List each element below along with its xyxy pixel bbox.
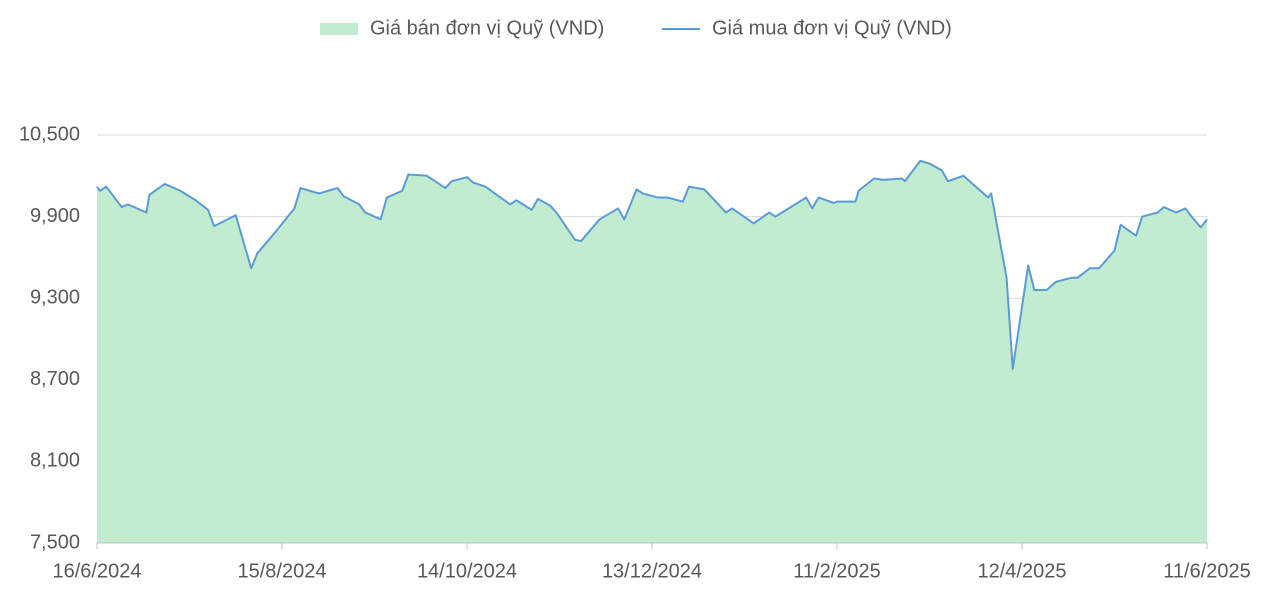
- x-tick-label: 11/2/2025: [793, 560, 881, 582]
- x-tick-label: 15/8/2024: [238, 560, 327, 582]
- x-tick-label: 11/6/2025: [1163, 560, 1251, 582]
- y-tick-label: 9,300: [30, 286, 80, 308]
- legend-label: Giá mua đơn vị Quỹ (VND): [712, 17, 952, 39]
- y-tick-label: 7,500: [30, 531, 80, 553]
- x-tick-label: 14/10/2024: [417, 560, 517, 582]
- x-tick-label: 16/6/2024: [53, 560, 142, 582]
- line: [96, 159, 1208, 370]
- x-tick-label: 12/4/2025: [978, 560, 1067, 582]
- y-tick-label: 8,700: [30, 368, 80, 390]
- x-tick-label: 13/12/2024: [602, 560, 702, 582]
- y-tick-label: 8,100: [30, 450, 80, 472]
- y-tick-label: 10,500: [19, 123, 80, 145]
- legend-label: Giá bán đơn vị Quỹ (VND): [370, 17, 604, 39]
- area: [97, 160, 1207, 543]
- y-tick-label: 9,900: [30, 205, 80, 227]
- legend-swatch: [320, 23, 358, 35]
